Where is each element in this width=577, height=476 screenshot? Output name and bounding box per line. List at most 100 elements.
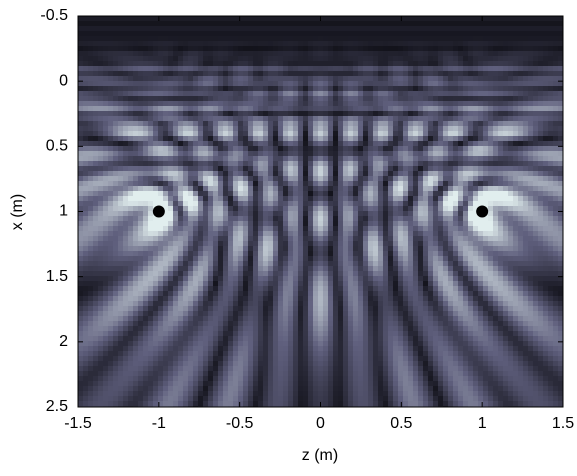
field-cell — [413, 196, 419, 202]
field-cell — [453, 206, 459, 212]
field-cell — [368, 91, 374, 97]
field-cell — [353, 86, 359, 92]
field-cell — [183, 206, 189, 212]
field-cell — [503, 116, 509, 122]
field-cell — [173, 21, 179, 27]
field-cell — [438, 161, 444, 167]
field-cell — [358, 251, 364, 257]
field-cell — [93, 131, 99, 137]
field-cell — [123, 71, 129, 77]
field-cell — [553, 176, 559, 182]
field-cell — [153, 96, 159, 102]
field-cell — [168, 236, 174, 242]
field-cell — [278, 181, 284, 187]
field-cell — [513, 161, 519, 167]
field-cell — [508, 191, 514, 197]
field-cell — [293, 101, 299, 107]
field-cell — [263, 236, 269, 242]
field-cell — [548, 111, 554, 117]
field-cell — [448, 16, 454, 22]
field-cell — [228, 61, 234, 67]
field-cell — [203, 31, 209, 37]
field-cell — [243, 271, 249, 277]
field-cell — [143, 146, 149, 152]
field-cell — [143, 271, 149, 277]
field-cell — [218, 271, 224, 277]
field-cell — [373, 91, 379, 97]
field-cell — [153, 31, 159, 37]
field-cell — [523, 161, 529, 167]
field-cell — [483, 51, 489, 57]
field-cell — [258, 126, 264, 132]
field-cell — [218, 101, 224, 107]
field-cell — [248, 216, 254, 222]
field-cell — [148, 176, 154, 182]
field-cell — [158, 66, 164, 72]
field-cell — [418, 136, 424, 142]
field-cell — [203, 81, 209, 87]
field-cell — [88, 106, 94, 112]
field-cell — [328, 226, 334, 232]
field-cell — [178, 96, 184, 102]
field-cell — [288, 216, 294, 222]
field-cell — [218, 256, 224, 262]
field-cell — [283, 91, 289, 97]
field-cell — [158, 231, 164, 237]
field-cell — [418, 106, 424, 112]
field-cell — [558, 101, 563, 107]
field-cell — [263, 246, 269, 252]
field-cell — [428, 86, 434, 92]
field-cell — [223, 51, 229, 57]
field-cell — [293, 241, 299, 247]
field-cell — [493, 141, 499, 147]
field-cell — [163, 111, 169, 117]
field-cell — [203, 181, 209, 187]
field-cell — [503, 201, 509, 207]
field-cell — [503, 186, 509, 192]
field-cell — [83, 206, 89, 212]
field-cell — [488, 211, 494, 217]
field-cell — [468, 131, 474, 137]
field-cell — [508, 186, 514, 192]
field-cell — [178, 76, 184, 82]
field-cell — [333, 231, 339, 237]
field-cell — [538, 261, 544, 267]
field-cell — [513, 246, 519, 252]
field-cell — [328, 26, 334, 32]
field-cell — [518, 36, 524, 42]
field-cell — [128, 271, 134, 277]
field-cell — [198, 86, 204, 92]
field-cell — [383, 131, 389, 137]
field-cell — [338, 211, 344, 217]
field-cell — [183, 246, 189, 252]
field-cell — [408, 91, 414, 97]
field-cell — [318, 191, 324, 197]
field-cell — [158, 246, 164, 252]
field-cell — [203, 176, 209, 182]
field-cell — [453, 136, 459, 142]
field-cell — [103, 106, 109, 112]
field-cell — [378, 66, 384, 72]
field-cell — [248, 91, 254, 97]
field-cell — [248, 61, 254, 67]
field-cell — [168, 211, 174, 217]
field-cell — [533, 246, 539, 252]
field-cell — [218, 81, 224, 87]
field-cell — [278, 51, 284, 57]
field-cell — [388, 146, 394, 152]
field-cell — [113, 261, 119, 267]
field-cell — [493, 246, 499, 252]
field-cell — [248, 81, 254, 87]
field-cell — [443, 176, 449, 182]
field-cell — [348, 261, 354, 267]
field-cell — [313, 186, 319, 192]
field-cell — [408, 101, 414, 107]
field-cell — [328, 61, 334, 67]
field-cell — [113, 256, 119, 262]
field-cell — [458, 191, 464, 197]
field-cell — [113, 181, 119, 187]
field-cell — [353, 136, 359, 142]
field-cell — [198, 71, 204, 77]
field-cell — [178, 126, 184, 132]
field-cell — [213, 26, 219, 32]
